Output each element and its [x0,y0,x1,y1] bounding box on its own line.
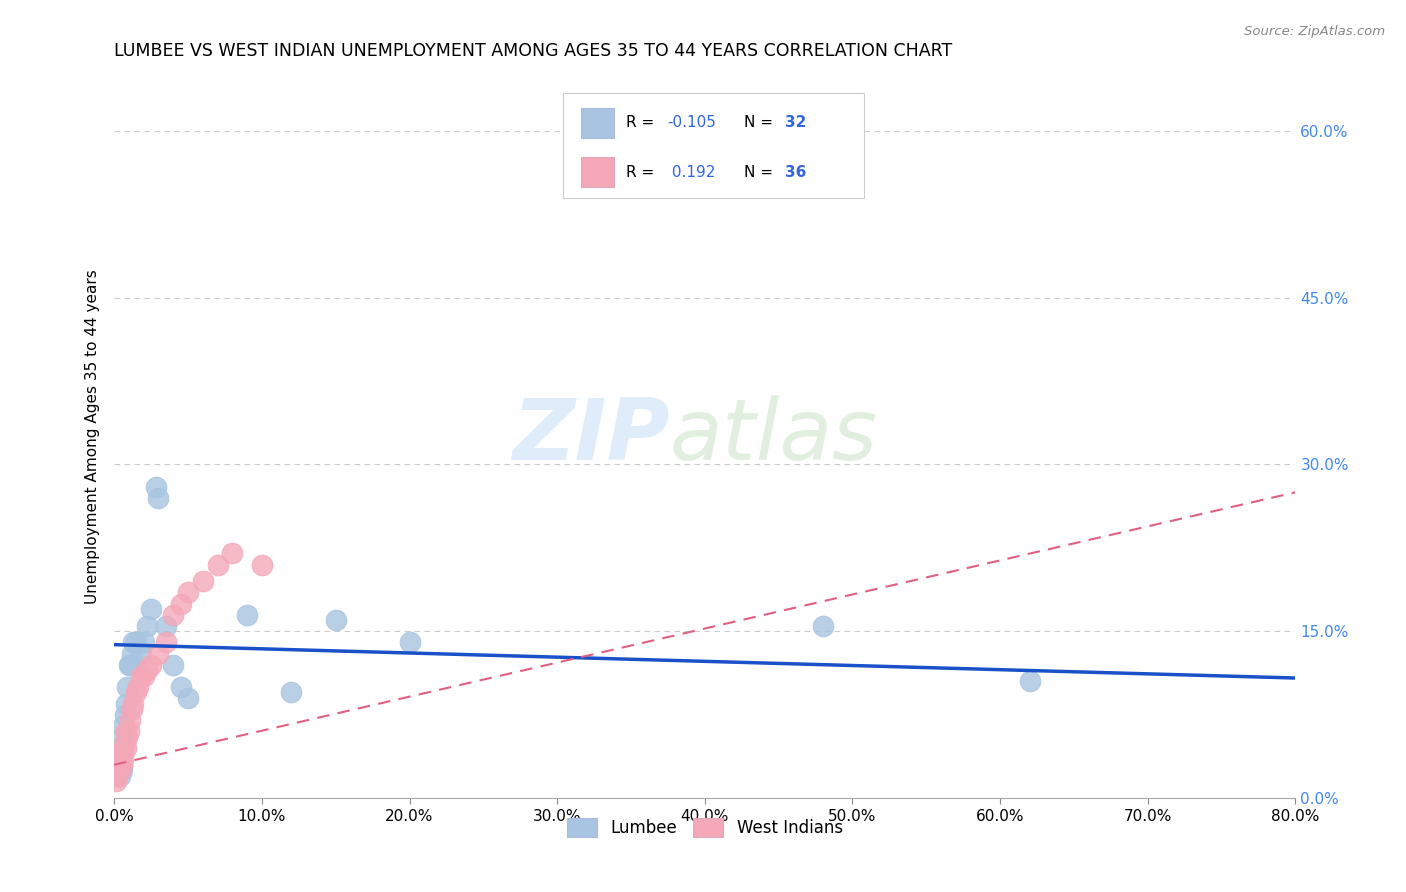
Text: Source: ZipAtlas.com: Source: ZipAtlas.com [1244,25,1385,38]
Point [125,635,148,649]
Point [155,619,177,633]
Point [117,680,139,694]
Point [115,697,138,711]
Text: LUMBEE VS WEST INDIAN UNEMPLOYMENT AMONG AGES 35 TO 44 YEARS CORRELATION CHART: LUMBEE VS WEST INDIAN UNEMPLOYMENT AMONG… [114,42,952,60]
Point [108,752,131,766]
Point [325,613,347,627]
FancyBboxPatch shape [581,157,614,187]
Point [120,657,142,672]
Point [191,574,214,589]
Point [120,713,142,727]
Point [177,585,200,599]
Point [169,597,191,611]
Point [121,647,143,661]
Text: 36: 36 [785,165,807,179]
Text: R =: R = [626,165,659,179]
Point [110,757,132,772]
Point [105,757,128,772]
Point [115,741,138,756]
Text: atlas: atlas [669,395,877,478]
Point [236,607,259,622]
Point [155,635,177,649]
Point [114,707,136,722]
FancyBboxPatch shape [581,108,614,138]
Point [1018,674,1040,689]
Point [110,757,132,772]
Point [139,657,162,672]
Point [117,730,139,744]
Point [112,741,135,756]
Point [122,635,145,649]
Point [104,769,127,783]
Point [115,724,138,739]
Text: 0.192: 0.192 [666,165,716,179]
Point [162,607,184,622]
FancyBboxPatch shape [562,94,865,198]
Point [132,669,155,683]
Point [112,719,135,733]
Point [105,769,128,783]
Point [162,657,184,672]
Text: R =: R = [626,115,659,130]
Point [221,546,243,560]
Point [139,602,162,616]
Point [169,680,191,694]
Point [108,741,131,756]
Point [127,680,149,694]
Text: 32: 32 [785,115,807,130]
Point [110,747,132,761]
Point [107,764,129,778]
Point [114,735,136,749]
Point [122,697,145,711]
Point [132,635,155,649]
Point [811,619,834,633]
Point [118,657,141,672]
Point [129,647,152,661]
Point [398,635,420,649]
Text: N =: N = [744,165,778,179]
Point [104,774,127,789]
Point [118,724,141,739]
Text: N =: N = [744,115,778,130]
Point [145,480,167,494]
Point [148,491,170,505]
Point [250,558,273,572]
Point [177,691,200,706]
Text: ZIP: ZIP [512,395,669,478]
Point [107,757,129,772]
Point [108,764,131,778]
Point [110,747,132,761]
Text: -0.105: -0.105 [666,115,716,130]
Point [104,764,127,778]
Point [112,752,135,766]
Point [112,730,135,744]
Point [108,769,131,783]
Point [121,702,143,716]
Point [107,757,129,772]
Point [135,663,157,677]
Point [148,647,170,661]
Y-axis label: Unemployment Among Ages 35 to 44 years: Unemployment Among Ages 35 to 44 years [86,269,100,604]
Point [135,619,157,633]
Point [125,685,148,699]
Legend: Lumbee, West Indians: Lumbee, West Indians [560,812,849,844]
Point [207,558,229,572]
Point [280,685,302,699]
Point [129,669,152,683]
Point [110,764,132,778]
